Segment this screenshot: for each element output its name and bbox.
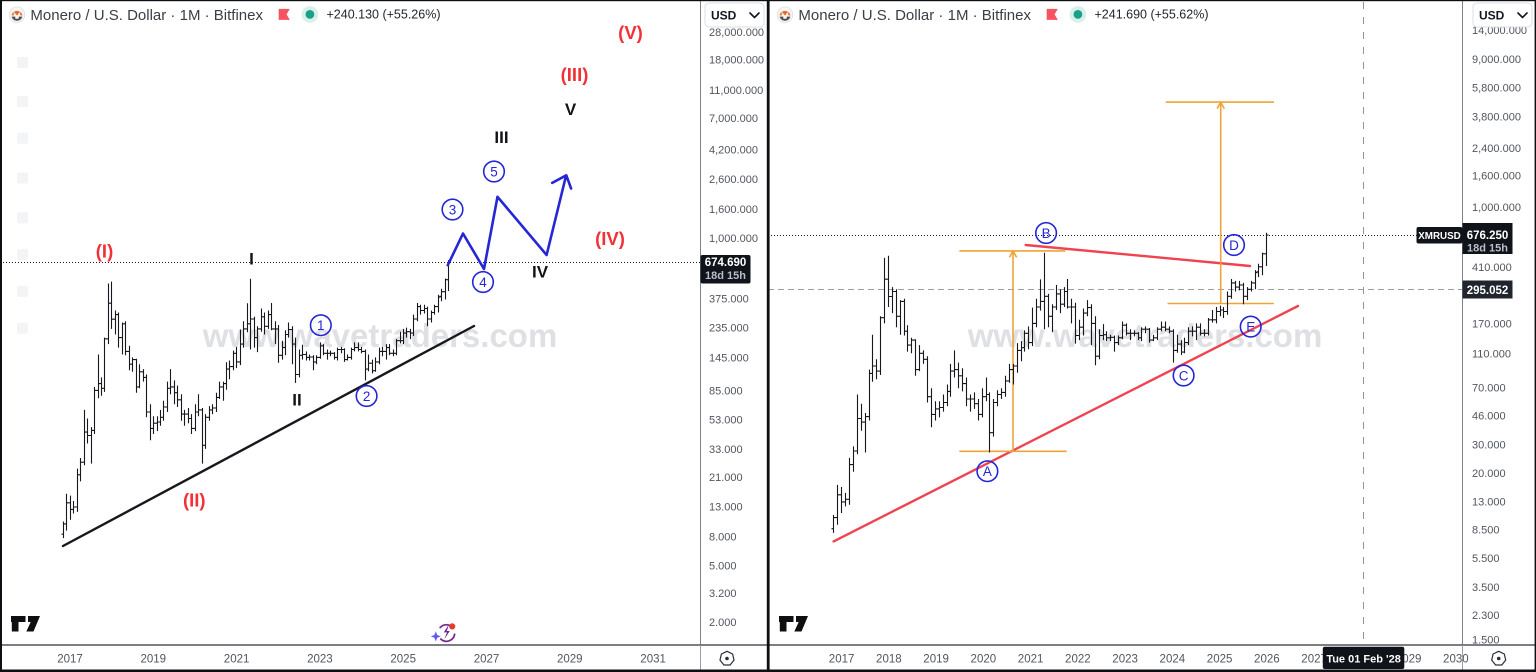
svg-text:B: B <box>1042 226 1051 241</box>
svg-text:2027: 2027 <box>1301 654 1327 666</box>
svg-text:5.000: 5.000 <box>709 561 737 573</box>
svg-text:410.000: 410.000 <box>1472 262 1512 274</box>
svg-text:20.000: 20.000 <box>1472 468 1506 480</box>
svg-text:2027: 2027 <box>474 654 500 666</box>
svg-text:(I): (I) <box>96 241 113 262</box>
svg-text:2030: 2030 <box>1443 654 1469 666</box>
svg-text:2018: 2018 <box>876 654 902 666</box>
svg-text:170.000: 170.000 <box>1472 319 1512 331</box>
svg-text:I: I <box>249 250 254 269</box>
svg-text:1,000.000: 1,000.000 <box>1472 202 1521 214</box>
svg-text:USD: USD <box>711 9 737 23</box>
svg-text:XMRUSD: XMRUSD <box>1418 231 1460 242</box>
svg-text:(II): (II) <box>183 490 206 511</box>
svg-text:1,600.000: 1,600.000 <box>709 204 758 216</box>
svg-text:9,000.000: 9,000.000 <box>1472 54 1521 66</box>
svg-text:3,800.000: 3,800.000 <box>1472 112 1521 124</box>
svg-text:II: II <box>292 391 301 410</box>
svg-text:C: C <box>1179 368 1189 383</box>
svg-text:674.690: 674.690 <box>705 257 747 269</box>
svg-text:14,000.000: 14,000.000 <box>1472 25 1527 37</box>
svg-text:5: 5 <box>490 164 498 179</box>
svg-text:V: V <box>565 100 577 119</box>
svg-text:2.300: 2.300 <box>1472 610 1500 622</box>
svg-text:46.000: 46.000 <box>1472 411 1506 423</box>
svg-text:676.250: 676.250 <box>1467 230 1509 242</box>
svg-text:3.200: 3.200 <box>709 588 737 600</box>
svg-text:2017: 2017 <box>57 654 83 666</box>
svg-text:(IV): (IV) <box>595 228 625 249</box>
svg-text:8.000: 8.000 <box>709 531 737 543</box>
svg-text:2,400.000: 2,400.000 <box>1472 143 1521 155</box>
svg-text:5.500: 5.500 <box>1472 553 1500 565</box>
svg-text:2019: 2019 <box>923 654 949 666</box>
svg-text:Monero / U.S. Dollar · 1M · Bi: Monero / U.S. Dollar · 1M · Bitfinex <box>30 7 263 24</box>
svg-text:IV: IV <box>532 263 549 282</box>
svg-text:2022: 2022 <box>1065 654 1091 666</box>
svg-text:2023: 2023 <box>1112 654 1138 666</box>
svg-text:III: III <box>494 128 508 147</box>
svg-text:11,000.000: 11,000.000 <box>709 85 763 97</box>
svg-text:2020: 2020 <box>971 654 997 666</box>
svg-text:USD: USD <box>1479 9 1505 23</box>
svg-text:18d 15h: 18d 15h <box>1467 243 1508 255</box>
svg-text:2021: 2021 <box>1018 654 1044 666</box>
svg-text:4: 4 <box>479 275 487 290</box>
svg-text:21.000: 21.000 <box>709 472 743 484</box>
svg-text:2025: 2025 <box>1207 654 1233 666</box>
svg-text:1,000.000: 1,000.000 <box>709 233 758 245</box>
svg-text:145.000: 145.000 <box>709 352 749 364</box>
svg-text:1,600.000: 1,600.000 <box>1472 171 1521 183</box>
svg-text:+241.690 (+55.62%): +241.690 (+55.62%) <box>1095 8 1209 22</box>
svg-text:(V): (V) <box>618 22 643 43</box>
svg-text:2026: 2026 <box>1254 654 1280 666</box>
svg-text:18,000.000: 18,000.000 <box>709 54 764 66</box>
svg-text:A: A <box>983 464 992 479</box>
svg-text:+240.130 (+55.26%): +240.130 (+55.26%) <box>327 8 441 22</box>
svg-text:Tue 01 Feb '28: Tue 01 Feb '28 <box>1326 653 1401 665</box>
svg-text:70.000: 70.000 <box>1472 383 1506 395</box>
svg-text:18d 15h: 18d 15h <box>705 270 746 282</box>
svg-text:2024: 2024 <box>1160 654 1186 666</box>
svg-text:1.500: 1.500 <box>1472 634 1500 646</box>
svg-text:8.500: 8.500 <box>1472 525 1500 537</box>
svg-text:2023: 2023 <box>307 654 333 666</box>
svg-text:(III): (III) <box>561 64 589 85</box>
svg-text:30.000: 30.000 <box>1472 440 1506 452</box>
svg-text:2025: 2025 <box>390 654 416 666</box>
svg-text:1: 1 <box>317 318 325 333</box>
svg-text:E: E <box>1246 319 1255 334</box>
svg-text:13.000: 13.000 <box>709 501 743 513</box>
svg-text:www.wavetraders.com: www.wavetraders.com <box>967 317 1323 354</box>
svg-text:4,200.000: 4,200.000 <box>709 144 758 156</box>
svg-text:85.000: 85.000 <box>709 385 743 397</box>
svg-text:Monero / U.S. Dollar · 1M · Bi: Monero / U.S. Dollar · 1M · Bitfinex <box>798 7 1031 24</box>
svg-text:3: 3 <box>449 202 457 217</box>
svg-text:28,000.000: 28,000.000 <box>709 27 764 39</box>
svg-text:2,600.000: 2,600.000 <box>709 174 758 186</box>
svg-text:7,000.000: 7,000.000 <box>709 113 758 125</box>
svg-text:53.000: 53.000 <box>709 415 743 427</box>
svg-text:2017: 2017 <box>829 654 855 666</box>
svg-text:235.000: 235.000 <box>709 323 749 335</box>
svg-text:2021: 2021 <box>224 654 250 666</box>
svg-text:2.000: 2.000 <box>709 617 737 629</box>
svg-text:295.052: 295.052 <box>1467 285 1509 297</box>
svg-text:375.000: 375.000 <box>709 294 749 306</box>
svg-text:D: D <box>1229 238 1239 253</box>
svg-text:3.500: 3.500 <box>1472 582 1500 594</box>
svg-text:33.000: 33.000 <box>709 444 743 456</box>
svg-text:5,800.000: 5,800.000 <box>1472 82 1521 94</box>
svg-text:2029: 2029 <box>557 654 583 666</box>
svg-text:2019: 2019 <box>141 654 167 666</box>
svg-text:2: 2 <box>363 389 371 404</box>
svg-text:110.000: 110.000 <box>1472 349 1511 361</box>
svg-text:13.000: 13.000 <box>1472 497 1506 509</box>
svg-text:2031: 2031 <box>640 654 666 666</box>
